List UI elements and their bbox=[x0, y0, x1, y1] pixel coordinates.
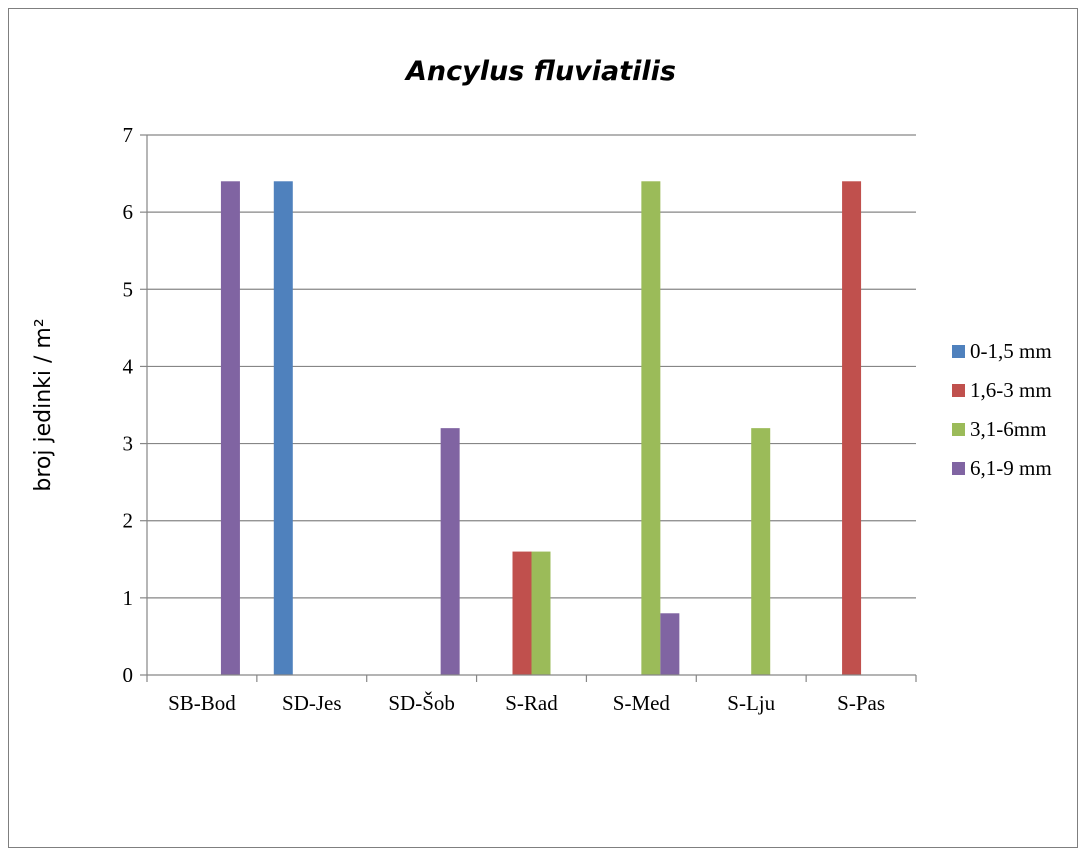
bars bbox=[220, 181, 862, 676]
bar bbox=[531, 551, 551, 675]
legend-label: 0-1,5 mm bbox=[970, 339, 1052, 363]
y-tick-label: 4 bbox=[123, 354, 134, 378]
y-axis-label: broj jedinki / m² bbox=[31, 318, 56, 491]
x-tick-label: SD-Jes bbox=[282, 691, 342, 715]
x-tick-label: S-Rad bbox=[505, 691, 558, 715]
bar bbox=[641, 181, 661, 676]
bar bbox=[660, 613, 680, 675]
y-tick-label: 6 bbox=[123, 200, 134, 224]
x-tick-label: S-Lju bbox=[727, 691, 775, 715]
x-tick-label: S-Pas bbox=[837, 691, 885, 715]
bar bbox=[512, 551, 532, 675]
legend-label: 1,6-3 mm bbox=[970, 378, 1052, 402]
chart-frame bbox=[8, 8, 1078, 848]
bar bbox=[273, 181, 293, 676]
bar bbox=[751, 428, 771, 675]
bar bbox=[440, 428, 460, 675]
y-tick-label: 5 bbox=[123, 277, 134, 301]
y-tick-label: 0 bbox=[123, 663, 134, 687]
legend-swatch bbox=[952, 423, 965, 436]
legend-label: 3,1-6mm bbox=[970, 417, 1046, 441]
bar-chart: Ancylus fluviatilis broj jedinki / m² 0 1… bbox=[31, 56, 1052, 715]
grid-lines bbox=[147, 134, 916, 599]
x-tick-label: SB-Bod bbox=[168, 691, 236, 715]
legend: 0-1,5 mm 1,6-3 mm 3,1-6mm 6,1-9 mm bbox=[952, 339, 1052, 480]
legend-swatch bbox=[952, 345, 965, 358]
y-tick-label: 3 bbox=[123, 432, 134, 456]
y-tick-label: 1 bbox=[123, 586, 134, 610]
bar bbox=[842, 181, 862, 676]
legend-swatch bbox=[952, 384, 965, 397]
x-tick-label: SD-Šob bbox=[388, 691, 455, 715]
chart-title: Ancylus fluviatilis bbox=[404, 56, 676, 87]
legend-label: 6,1-9 mm bbox=[970, 456, 1052, 480]
bar bbox=[220, 181, 240, 676]
x-tick-label: S-Med bbox=[613, 691, 671, 715]
y-tick-label: 2 bbox=[123, 509, 134, 533]
axes: 0 1 2 3 4 5 6 7 SB-Bod SD-Jes SD-Šob S-Rad S-Med S-Lj… bbox=[123, 123, 917, 715]
legend-swatch bbox=[952, 462, 965, 475]
y-tick-label: 7 bbox=[123, 123, 134, 147]
